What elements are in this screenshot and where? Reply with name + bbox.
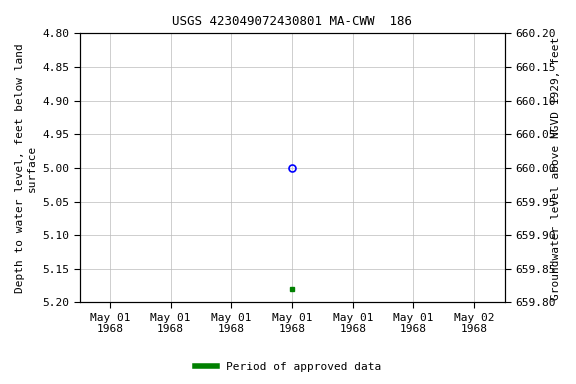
Y-axis label: Groundwater level above NGVD 1929, feet: Groundwater level above NGVD 1929, feet — [551, 36, 561, 300]
Title: USGS 423049072430801 MA-CWW  186: USGS 423049072430801 MA-CWW 186 — [172, 15, 412, 28]
Y-axis label: Depth to water level, feet below land
surface: Depth to water level, feet below land su… — [15, 43, 37, 293]
Legend: Period of approved data: Period of approved data — [191, 358, 385, 377]
